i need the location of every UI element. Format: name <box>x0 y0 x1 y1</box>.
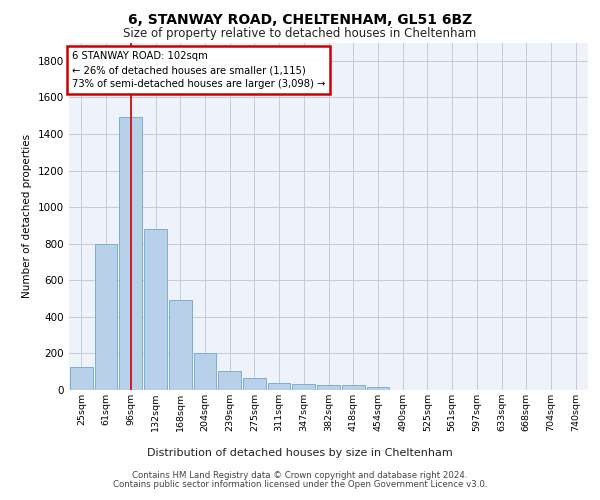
Text: Size of property relative to detached houses in Cheltenham: Size of property relative to detached ho… <box>124 28 476 40</box>
Bar <box>218 371 241 390</box>
Text: 6 STANWAY ROAD: 102sqm
← 26% of detached houses are smaller (1,115)
73% of semi-: 6 STANWAY ROAD: 102sqm ← 26% of detached… <box>71 51 325 89</box>
Bar <box>268 382 290 390</box>
Bar <box>342 386 365 390</box>
Bar <box>119 118 142 390</box>
Bar <box>243 378 266 390</box>
Text: 6, STANWAY ROAD, CHELTENHAM, GL51 6BZ: 6, STANWAY ROAD, CHELTENHAM, GL51 6BZ <box>128 12 472 26</box>
Bar <box>367 388 389 390</box>
Bar <box>317 384 340 390</box>
Text: Contains public sector information licensed under the Open Government Licence v3: Contains public sector information licen… <box>113 480 487 489</box>
Bar <box>144 229 167 390</box>
Text: Distribution of detached houses by size in Cheltenham: Distribution of detached houses by size … <box>147 448 453 458</box>
Bar <box>292 384 315 390</box>
Bar <box>169 300 191 390</box>
Bar <box>194 352 216 390</box>
Y-axis label: Number of detached properties: Number of detached properties <box>22 134 32 298</box>
Bar <box>70 367 93 390</box>
Bar <box>95 244 118 390</box>
Text: Contains HM Land Registry data © Crown copyright and database right 2024.: Contains HM Land Registry data © Crown c… <box>132 471 468 480</box>
